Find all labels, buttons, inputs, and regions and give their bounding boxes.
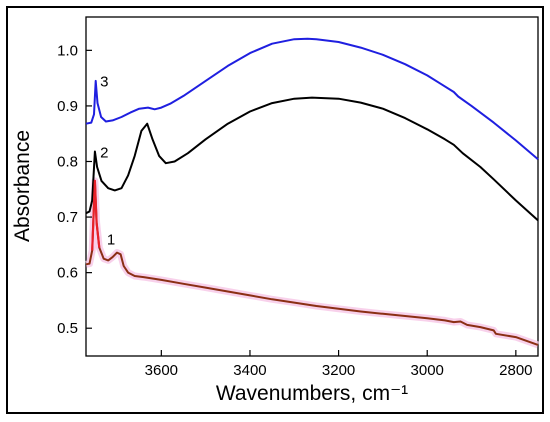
y-tick-label: 0.8 [57, 153, 78, 170]
series-2-label: 2 [100, 145, 108, 162]
axis-ticks: 3600 3400 3200 3000 2800 0.5 0.6 0.7 0.8 0.9 1.0 [57, 42, 532, 379]
series-1-peak-highlight [91, 179, 101, 251]
series-1-band-layer [85, 177, 540, 349]
series-3-line [85, 37, 539, 161]
x-tick-label: 3400 [233, 362, 266, 379]
y-tick-label: 0.9 [57, 98, 78, 115]
series-1-band [85, 177, 540, 349]
y-tick-label: 0.6 [57, 265, 78, 282]
y-tick-label: 0.5 [57, 320, 78, 337]
x-tick-label: 3200 [322, 362, 355, 379]
figure-frame [6, 6, 544, 414]
series-3-label: 3 [100, 73, 108, 90]
plot-area [85, 16, 539, 357]
y-axis-title: Absorbance [11, 130, 34, 242]
x-tick-label: 3600 [145, 362, 178, 379]
x-axis-title: Wavenumbers, cm⁻¹ [216, 382, 408, 405]
x-tick-label: 3000 [411, 362, 444, 379]
y-tick-label: 1.0 [57, 42, 78, 59]
y-tick-label: 0.7 [57, 209, 78, 226]
series-1-label: 1 [107, 231, 115, 248]
series-labels: 3 2 1 [100, 73, 115, 248]
series-1-line [85, 179, 539, 346]
x-tick-label: 2800 [499, 362, 532, 379]
series-lines [85, 37, 539, 346]
series-2-line [85, 96, 539, 222]
